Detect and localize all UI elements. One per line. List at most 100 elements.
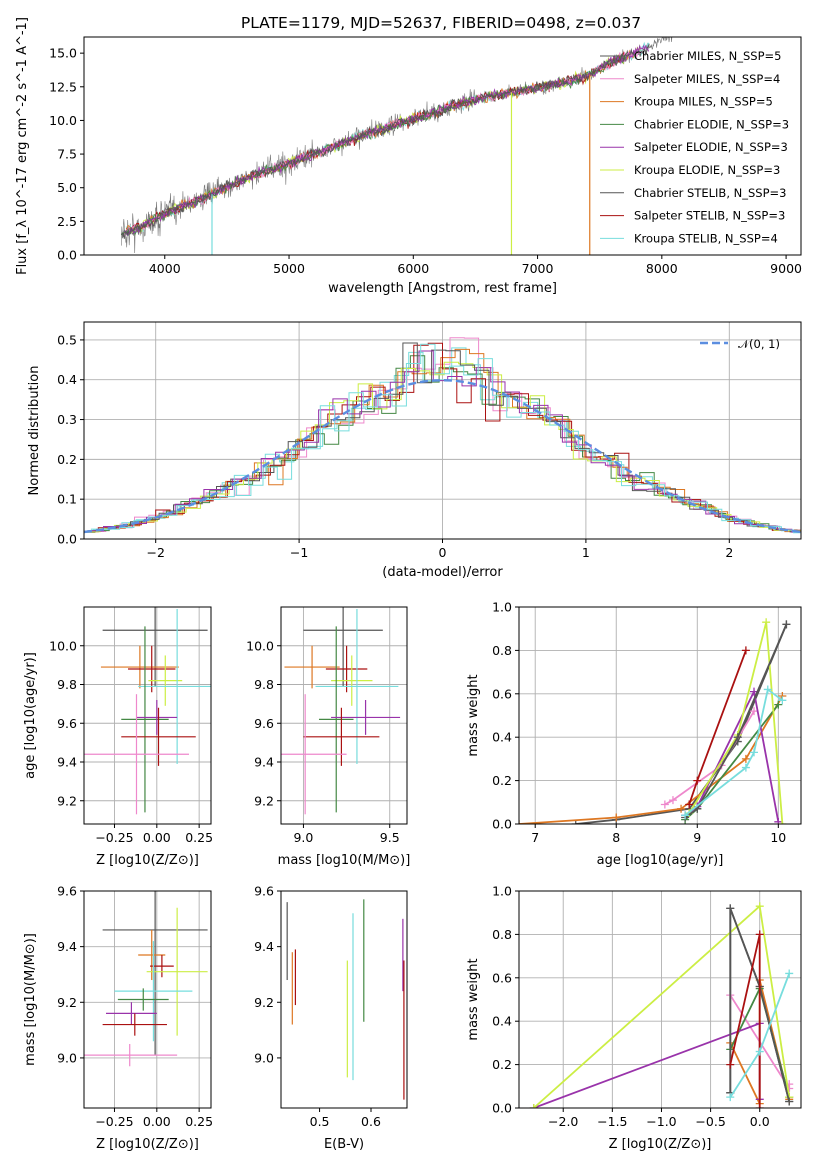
weight-age-ytick-label: 0.4 <box>492 730 512 745</box>
legend-entry: Kroupa STELIB, N_SSP=4 <box>634 231 778 245</box>
histogram-series <box>84 342 801 533</box>
age-z-xtick-label: 0.25 <box>185 830 213 845</box>
weight-marker <box>778 696 787 705</box>
weight-age-ylabel: mass weight <box>466 674 481 756</box>
figure-title: PLATE=1179, MJD=52637, FIBERID=0498, z=0… <box>241 14 641 32</box>
histogram-panel: −2 −1 0 1 2 0.0 0.1 0.2 0.3 0.4 0.5 (data-model)/er… <box>27 321 802 580</box>
weight-z-ylabel: mass weight <box>466 958 481 1040</box>
mass-ebv-xlabel: E(B-V) <box>324 1137 364 1152</box>
weight-age-xtick-label: 9 <box>693 830 701 845</box>
histogram-legend: 𝒩(0, 1) <box>700 337 780 351</box>
weight-marker <box>733 733 742 742</box>
mass-z-ylabel: mass [log10(M/M⊙)] <box>23 933 38 1066</box>
mass-ebv-xtick-label: 0.6 <box>361 1114 381 1129</box>
weight-marker <box>668 796 677 805</box>
weight-age-frame <box>518 606 802 825</box>
spectrum-xtick-label: 6000 <box>397 261 429 276</box>
weight-marker <box>741 763 750 772</box>
weight-marker <box>726 1060 735 1069</box>
weight-marker <box>693 776 702 785</box>
weight-marker <box>750 707 758 716</box>
spectrum-ytick-label: 7.5 <box>57 147 77 162</box>
weight-marker <box>785 1097 794 1106</box>
mass-z-xtick-label: −0.25 <box>95 1114 133 1129</box>
legend-entry: Salpeter ELODIE, N_SSP=3 <box>634 140 788 154</box>
mass-z-xtick-label: 0.25 <box>185 1114 213 1129</box>
legend-entry: Salpeter MILES, N_SSP=4 <box>634 72 780 86</box>
weight-marker <box>755 930 764 939</box>
legend-entry: Salpeter STELIB, N_SSP=3 <box>634 209 785 223</box>
spectrum-xtick-label: 8000 <box>646 261 678 276</box>
weight-z-ytick-label: 0.6 <box>492 970 512 985</box>
weight-marker <box>660 800 669 809</box>
weight-z-ytick-label: 1.0 <box>492 884 512 899</box>
age-z-ytick-label: 9.8 <box>57 677 77 692</box>
age-z-frame <box>83 606 212 825</box>
spectrum-ytick-label: 5.0 <box>57 180 77 195</box>
weight-z-xtick-label: −2.0 <box>548 1114 578 1129</box>
mass-z-xtick-label: 0.00 <box>143 1114 171 1129</box>
weight-z-xlabel: Z [log10(Z/Z⊙)] <box>609 1137 712 1152</box>
age-mass-grid <box>281 607 407 824</box>
histogram-series <box>89 350 801 533</box>
age-mass-ytick-label: 10.0 <box>246 638 274 653</box>
mass-z-xlabel: Z [log10(Z/Z⊙)] <box>96 1137 199 1152</box>
mass-ebv-plot-area <box>286 899 405 1100</box>
weight-age-ytick-label: 0.6 <box>492 686 512 701</box>
weight-marker <box>685 800 694 809</box>
legend-entry: Chabrier ELODIE, N_SSP=3 <box>634 117 789 131</box>
spectrum-panel: 4000 5000 6000 7000 8000 9000 0.0 2.5 5.0 7.5 10.0… <box>15 17 802 296</box>
spectrum-xtick-label: 7000 <box>522 261 554 276</box>
age-mass-ytick-label: 9.8 <box>254 677 274 692</box>
weight-z-panel: −2.0 −1.5 −1.0 −0.5 0.0 0.0 0.2 0.4 0.6 0.8 1.0 Z [… <box>466 884 802 1152</box>
weight-marker <box>726 1093 735 1102</box>
histogram-ytick-label: 0.5 <box>57 332 77 347</box>
age-mass-plot-area <box>281 607 401 815</box>
weight-age-xlabel: age [log10(age/yr)] <box>597 853 724 868</box>
weight-marker <box>782 620 791 629</box>
age-mass-ytick-label: 9.4 <box>254 755 274 770</box>
weight-marker <box>774 700 783 709</box>
mass-z-ytick-label: 9.4 <box>57 939 77 954</box>
weight-series <box>684 624 788 819</box>
legend-entry: Chabrier MILES, N_SSP=5 <box>634 49 781 63</box>
histogram-ytick-label: 0.4 <box>57 372 77 387</box>
mass-z-plot-area <box>84 891 208 1067</box>
weight-marker <box>529 1104 538 1108</box>
legend-entry: Kroupa MILES, N_SSP=5 <box>634 95 773 109</box>
histogram-ylabel: Normed distribution <box>27 366 42 496</box>
model-spectrum <box>120 52 627 236</box>
model-spectrum <box>120 49 635 239</box>
histogram-xtick-label: 1 <box>582 545 590 560</box>
age-z-ylabel: age [log10(age/yr)] <box>23 652 38 779</box>
age-z-xlabel: Z [log10(Z/Z⊙)] <box>96 853 199 868</box>
weight-z-plot-area <box>529 902 794 1108</box>
spectrum-ytick-label: 12.5 <box>49 79 77 94</box>
weight-series <box>688 621 784 824</box>
weight-marker <box>681 811 690 820</box>
weight-marker <box>762 618 771 627</box>
weight-age-xtick-label: 7 <box>531 830 539 845</box>
spectrum-ylabel: Flux [f_λ 10^-17 erg cm^-2 s^-1 A^-1] <box>15 17 30 275</box>
age-mass-xtick-label: 9.0 <box>293 830 313 845</box>
weight-marker <box>726 904 735 913</box>
histogram-series <box>87 342 801 533</box>
weight-marker <box>755 902 764 911</box>
histogram-ytick-label: 0.1 <box>57 492 77 507</box>
age-z-ytick-label: 9.6 <box>57 716 77 731</box>
weight-age-ytick-label: 0.8 <box>492 643 512 658</box>
spectrum-legend: Chabrier MILES, N_SSP=5 Salpeter MILES, N… <box>600 49 789 245</box>
weight-marker <box>774 817 783 824</box>
weight-marker <box>778 820 787 824</box>
spectrum-ytick-label: 15.0 <box>49 46 77 61</box>
spectrum-ytick-label: 2.5 <box>57 214 77 229</box>
mass-z-panel: −0.25 0.00 0.25 9.0 9.2 9.4 9.6 Z [log10(Z/Z⊙)]… <box>23 884 213 1153</box>
weight-z-xtick-label: −1.0 <box>646 1114 676 1129</box>
histogram-ytick-label: 0.3 <box>57 412 77 427</box>
weight-marker <box>750 748 758 757</box>
weight-marker <box>755 1104 764 1108</box>
weight-age-ytick-label: 1.0 <box>492 600 512 615</box>
spectrum-xtick-label: 4000 <box>149 261 181 276</box>
mass-z-ytick-label: 9.0 <box>57 1050 77 1065</box>
histogram-ytick-label: 0.0 <box>57 532 77 547</box>
